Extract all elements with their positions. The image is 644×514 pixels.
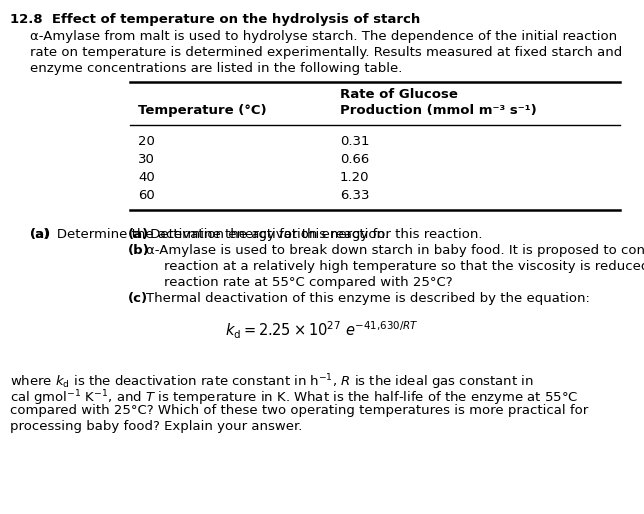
Text: 6.33: 6.33 xyxy=(340,189,370,202)
Text: 0.31: 0.31 xyxy=(340,135,370,148)
Text: (c): (c) xyxy=(128,292,148,305)
Text: (b): (b) xyxy=(128,244,150,257)
Text: 0.66: 0.66 xyxy=(340,153,369,166)
Text: $k_\mathrm{d} = 2.25 \times 10^{27}\ e^{-41{,}630/RT}$: $k_\mathrm{d} = 2.25 \times 10^{27}\ e^{… xyxy=(225,320,419,341)
Text: Production (mmol m⁻³ s⁻¹): Production (mmol m⁻³ s⁻¹) xyxy=(340,104,536,117)
Text: Temperature (°C): Temperature (°C) xyxy=(138,104,267,117)
Text: Rate of Glucose: Rate of Glucose xyxy=(340,88,458,101)
Text: (a): (a) xyxy=(30,228,52,241)
Text: 40: 40 xyxy=(138,171,155,184)
Text: 1.20: 1.20 xyxy=(340,171,370,184)
Text: (a)  Determine the activation energy for this reaction.: (a) Determine the activation energy for … xyxy=(30,228,389,241)
Text: (a): (a) xyxy=(128,228,149,241)
Text: 30: 30 xyxy=(138,153,155,166)
Text: reaction at a relatively high temperature so that the viscosity is reduced. What: reaction at a relatively high temperatur… xyxy=(164,260,644,273)
Text: α-Amylase is used to break down starch in baby food. It is proposed to conduct t: α-Amylase is used to break down starch i… xyxy=(146,244,644,257)
Text: enzyme concentrations are listed in the following table.: enzyme concentrations are listed in the … xyxy=(30,62,402,75)
Text: cal gmol$^{-1}$ K$^{-1}$, and $T$ is temperature in K. What is the half-life of : cal gmol$^{-1}$ K$^{-1}$, and $T$ is tem… xyxy=(10,388,578,408)
Text: α-Amylase from malt is used to hydrolyse starch. The dependence of the initial r: α-Amylase from malt is used to hydrolyse… xyxy=(30,30,617,43)
Text: rate on temperature is determined experimentally. Results measured at fixed star: rate on temperature is determined experi… xyxy=(30,46,622,59)
Text: 20: 20 xyxy=(138,135,155,148)
Text: 60: 60 xyxy=(138,189,155,202)
Text: processing baby food? Explain your answer.: processing baby food? Explain your answe… xyxy=(10,420,303,433)
Text: compared with 25°C? Which of these two operating temperatures is more practical : compared with 25°C? Which of these two o… xyxy=(10,404,588,417)
Text: where $k_\mathrm{d}$ is the deactivation rate constant in h$^{-1}$, $R$ is the i: where $k_\mathrm{d}$ is the deactivation… xyxy=(10,372,534,392)
Text: Determine the activation energy for this reaction.: Determine the activation energy for this… xyxy=(146,228,482,241)
Text: 12.8  Effect of temperature on the hydrolysis of starch: 12.8 Effect of temperature on the hydrol… xyxy=(10,13,421,26)
Text: reaction rate at 55°C compared with 25°C?: reaction rate at 55°C compared with 25°C… xyxy=(164,276,453,289)
Text: Thermal deactivation of this enzyme is described by the equation:: Thermal deactivation of this enzyme is d… xyxy=(146,292,590,305)
